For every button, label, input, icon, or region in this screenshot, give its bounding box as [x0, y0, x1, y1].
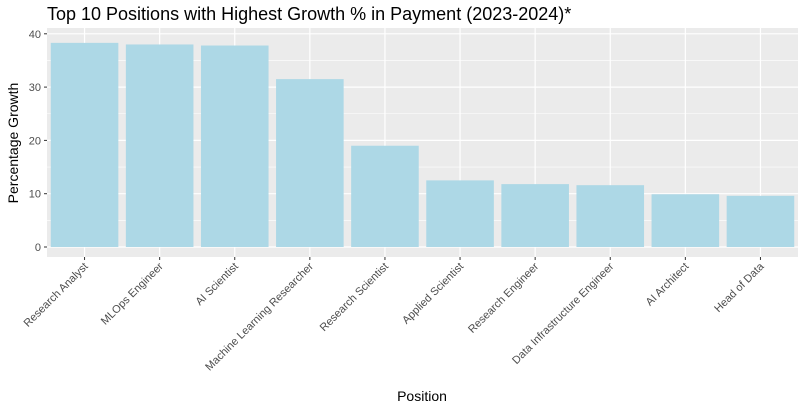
bar [125, 44, 194, 248]
bars [50, 42, 795, 248]
x-tick-label: Research Scientist [318, 261, 391, 334]
y-tick-label: 20 [29, 135, 41, 147]
bar [50, 42, 119, 248]
chart-title: Top 10 Positions with Highest Growth % i… [47, 4, 571, 24]
y-tick-label: 10 [29, 189, 41, 201]
bar [651, 194, 720, 247]
y-axis-title: Percentage Growth [5, 83, 21, 204]
x-tick-label: AI Architect [644, 261, 692, 309]
bar [726, 195, 795, 247]
y-tick-label: 30 [29, 82, 41, 94]
x-tick-label: AI Scientist [193, 261, 240, 308]
x-tick-label: Research Analyst [22, 261, 91, 330]
x-tick-label: Research Engineer [466, 260, 541, 335]
x-tick-label: Applied Scientist [400, 261, 466, 327]
bar [276, 79, 344, 247]
bar [501, 184, 569, 247]
bar [576, 185, 645, 247]
x-tick-label: MLOps Engineer [99, 260, 166, 327]
y-tick-label: 40 [29, 29, 41, 41]
bar [426, 180, 494, 247]
x-axis: Research Analyst MLOps Engineer AI Scienti… [22, 257, 767, 373]
bar [351, 145, 419, 247]
bar [200, 45, 269, 247]
x-axis-title: Position [397, 388, 447, 404]
y-axis: 0 10 20 30 40 [29, 29, 47, 254]
y-tick-label: 0 [35, 242, 41, 254]
x-tick-label: Head of Data [712, 260, 767, 315]
